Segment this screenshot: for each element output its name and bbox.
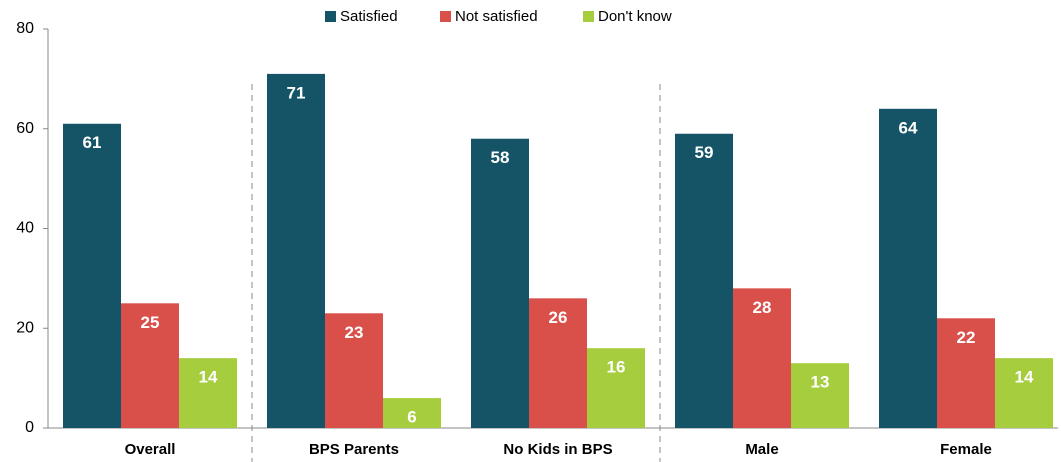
value-label: 64: [899, 118, 918, 137]
x-tick-label: Female: [940, 441, 992, 458]
bar: [529, 298, 587, 428]
y-tick-label: 40: [16, 220, 34, 237]
value-label: 22: [957, 328, 976, 347]
bar: [267, 73, 325, 428]
y-tick-label: 60: [16, 120, 34, 137]
legend-label: Not satisfied: [455, 8, 538, 25]
bar: [179, 358, 237, 428]
bar: [325, 313, 383, 428]
value-label: 13: [811, 373, 830, 392]
bar: [675, 133, 733, 429]
y-tick-label: 80: [16, 20, 34, 37]
x-tick-label: Male: [745, 441, 778, 458]
bar: [937, 318, 995, 428]
bar: [63, 123, 121, 428]
legend-swatch: [583, 11, 594, 22]
value-label: 71: [287, 83, 306, 102]
bar: [121, 303, 179, 428]
bar: [879, 108, 937, 429]
legend-swatch: [440, 11, 451, 22]
bar: [471, 138, 529, 428]
bar: [995, 358, 1053, 428]
bar: [587, 348, 645, 428]
legend-swatch: [325, 11, 336, 22]
value-label: 6: [407, 408, 416, 427]
value-label: 59: [695, 143, 714, 162]
legend-label: Satisfied: [340, 8, 398, 25]
value-label: 16: [607, 358, 626, 377]
bar: [791, 363, 849, 428]
bar: [383, 398, 441, 428]
x-tick-label: No Kids in BPS: [503, 441, 612, 458]
bar: [733, 288, 791, 428]
value-label: 14: [199, 368, 218, 387]
value-label: 28: [753, 298, 772, 317]
value-label: 26: [549, 308, 568, 327]
y-tick-label: 0: [25, 419, 34, 436]
x-tick-label: BPS Parents: [309, 441, 399, 458]
value-label: 14: [1015, 368, 1034, 387]
x-tick-label: Overall: [125, 441, 176, 458]
value-label: 23: [345, 323, 364, 342]
value-label: 58: [491, 148, 510, 167]
value-label: 61: [83, 133, 102, 152]
y-tick-label: 20: [16, 319, 34, 336]
legend-label: Don't know: [598, 8, 672, 25]
value-label: 25: [141, 313, 160, 332]
